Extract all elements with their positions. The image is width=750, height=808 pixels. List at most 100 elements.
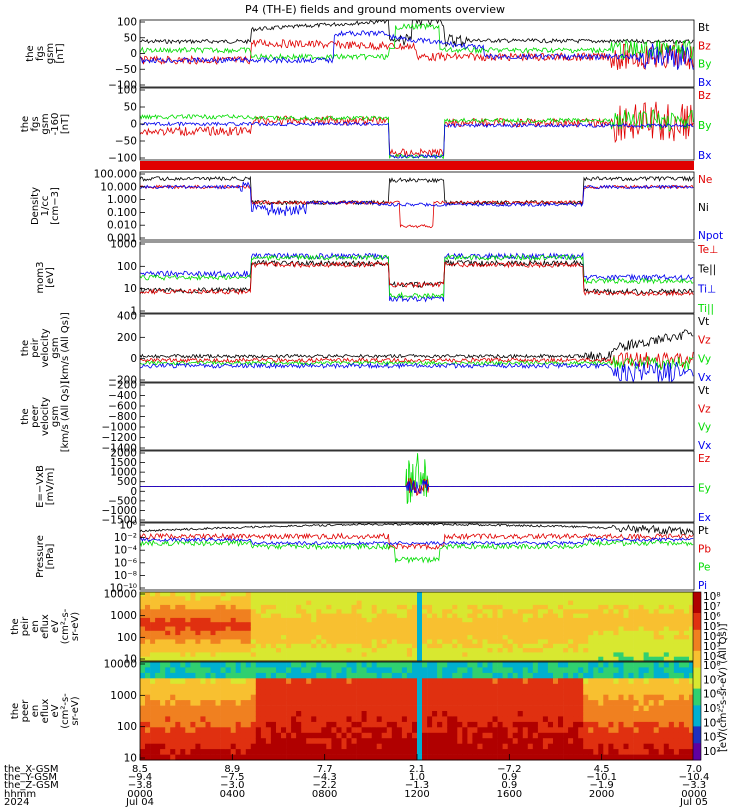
colorbar-tick-bottom: 10⁷ (703, 674, 721, 686)
y-tick-label: −1000 (101, 505, 137, 517)
y-label-line: the (20, 340, 31, 356)
trace-pe (139, 539, 694, 564)
peir-spectrogram (140, 592, 695, 662)
ephemeris-row-label: 2024 (4, 796, 30, 808)
y-tick-label: 10 (124, 283, 137, 295)
y-tick-label: 1000 (110, 610, 137, 622)
panel-frame (139, 171, 695, 241)
y-tick-label: 10⁻⁸ (114, 570, 137, 582)
ephemeris-value: Jul 05 (680, 796, 708, 808)
y-tick-label: 0.010 (107, 220, 137, 232)
y-tick-label: 100 (117, 85, 137, 97)
y-tick-label: 400 (117, 311, 137, 323)
y-tick-label: −800 (108, 411, 137, 423)
y-label-line: [km/s (All Qs)] (60, 381, 71, 453)
y-axis-label: the fgs gsm [nT] (25, 43, 66, 64)
ephemeris-value: 4.5 (593, 764, 610, 775)
y-tick-label: 0 (130, 486, 137, 498)
y-tick-label: 10000 (104, 589, 137, 601)
y-label-line: (cm²-s- (60, 608, 71, 644)
y-label-line: sr-eV) (70, 612, 81, 641)
colorbar-tick-top: 10² (703, 651, 721, 663)
legend-Vz: Vz (698, 403, 711, 415)
ephemeris-row-label: hhmm (4, 788, 37, 800)
ephemeris-value: −4.3 (312, 772, 337, 784)
colorbar-tick-bottom: 10⁴ (703, 717, 721, 729)
y-label-line: [nPa] (45, 543, 56, 569)
legend-Vx: Vx (698, 372, 711, 384)
y-label-line: eV (50, 620, 61, 633)
legend-By: By (698, 59, 711, 71)
y-label-line: (cm²-s- (60, 693, 71, 729)
legend-Vy: Vy (698, 353, 711, 365)
y-tick-label: −50 (115, 136, 137, 148)
trace-te-perp (139, 260, 694, 297)
ephemeris-value: 0.9 (501, 780, 518, 792)
y-label-line: eflux (40, 614, 51, 639)
peer-spectrogram (140, 662, 695, 761)
y-label-line: sr-eV) (70, 696, 81, 725)
y-tick-label: 10000 (104, 659, 137, 671)
trace-by (139, 22, 694, 61)
ephemeris-value: 7.0 (686, 764, 702, 775)
y-tick-label: 1.000 (107, 194, 137, 206)
trace-ex (139, 479, 694, 494)
colorbar-tick-top: 10⁷ (703, 601, 721, 613)
y-label-line: [mV/m] (45, 468, 56, 506)
legend-Ti⊥: Ti⊥ (697, 283, 716, 295)
legend-Te⊥: Te⊥ (697, 244, 718, 256)
legend-Ez: Ez (698, 453, 711, 465)
legend-Ex: Ex (698, 512, 711, 524)
y-tick-label: 100.000 (94, 169, 137, 181)
ephemeris-value: 0800 (311, 788, 338, 800)
y-label-line: gsm (40, 113, 51, 134)
y-label-line: the (20, 116, 31, 132)
legend-By: By (698, 120, 711, 132)
trace-ey (140, 453, 694, 504)
y-axis-label: E=−VxB [mV/m] (35, 465, 56, 508)
ephemeris-value: 1200 (404, 788, 430, 800)
y-label-line: [nT] (55, 43, 66, 63)
y-tick-label: 10⁻¹⁰ (110, 583, 137, 595)
y-label-line: gsm (50, 406, 61, 427)
legend-Ti||: Ti|| (697, 303, 714, 315)
trace-peir-vt (139, 329, 694, 362)
legend-Ne: Ne (698, 174, 712, 186)
y-axis-label: the peer en eflux eV (cm²-s-sr-eV) (10, 693, 81, 729)
panel-frame (139, 522, 695, 591)
ephemeris-value: −2.2 (312, 780, 337, 792)
legend-Pt: Pt (698, 525, 708, 537)
trace-ne (139, 184, 694, 229)
legend-Vy: Vy (698, 422, 711, 434)
y-tick-label: 50 (124, 32, 137, 44)
y-axis-label: Pressure [nPa] (35, 535, 56, 578)
legend-Ni: Ni (698, 202, 709, 214)
ephemeris-value: −7.5 (220, 772, 245, 784)
trace-pt (139, 522, 694, 536)
colorbar-tick-top: 10⁴ (703, 631, 721, 643)
trace-by-160 (139, 109, 694, 159)
panel-frame (139, 241, 695, 314)
y-tick-label: 1500 (110, 457, 137, 469)
y-label-line: peer (30, 404, 41, 428)
ephemeris-value: −3.8 (127, 780, 153, 792)
y-label-line: peir (20, 616, 31, 636)
colorbar-tick-top: 10⁵ (703, 621, 721, 633)
y-tick-label: 200 (117, 332, 137, 344)
y-tick-label: 500 (117, 476, 137, 488)
y-axis-label: the fgs gsm -160 [nT] (20, 113, 71, 136)
legend-Bz: Bz (698, 90, 711, 102)
y-label-line: [km/s (All Qs)] (60, 312, 71, 384)
y-tick-label: 100 (117, 261, 137, 273)
y-label-line: en (30, 705, 41, 718)
y-label-line: E=−VxB (35, 465, 46, 508)
ephemeris-value: −3.0 (220, 780, 245, 792)
colorbar-tick-bottom: 10² (703, 746, 721, 758)
ephemeris-value: 0400 (219, 788, 246, 800)
y-label-line: 1/cc (40, 196, 51, 217)
ephemeris-value: −10.1 (586, 772, 617, 784)
colorbar (692, 591, 702, 761)
ephemeris-row-label: the_Y-GSM (4, 772, 58, 784)
ephemeris-value: −9.4 (127, 772, 153, 784)
